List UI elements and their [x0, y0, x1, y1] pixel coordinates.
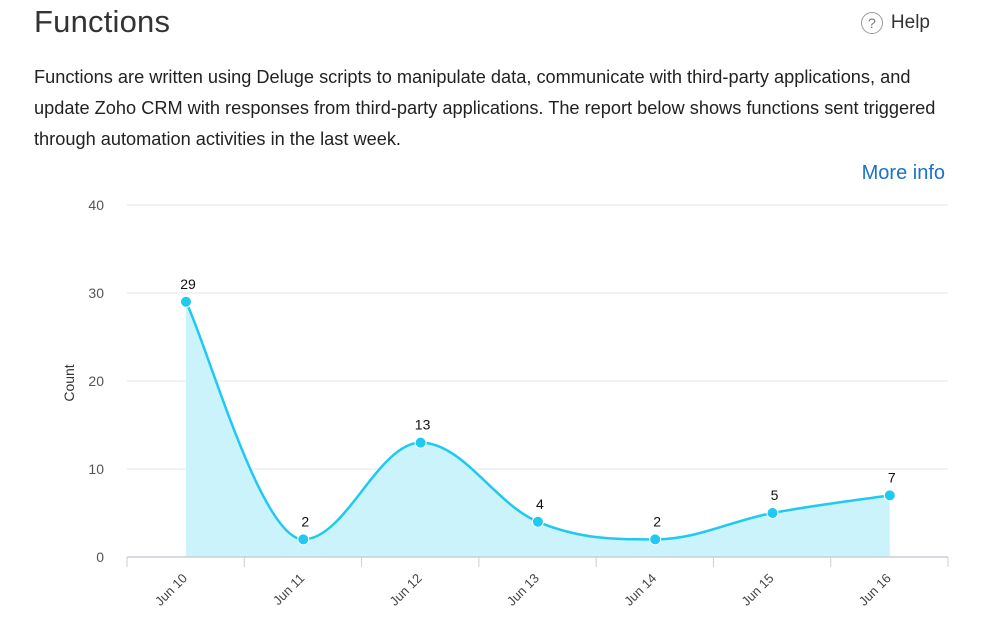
data-point	[649, 533, 662, 546]
data-label: 2	[301, 513, 309, 529]
help-label: Help	[890, 12, 930, 33]
data-label: 4	[536, 496, 544, 512]
x-tick-label: Jun 13	[504, 571, 542, 609]
question-circle-icon: ?	[860, 12, 883, 34]
y-tick-label: 0	[96, 549, 104, 565]
data-label: 13	[415, 417, 431, 433]
x-tick-label: Jun 16	[856, 571, 894, 609]
more-info-link[interactable]: More info	[861, 162, 945, 184]
x-tick-label: Jun 10	[152, 571, 190, 609]
data-point	[180, 295, 192, 308]
data-label: 29	[180, 276, 196, 292]
data-point	[766, 507, 779, 519]
data-point	[297, 533, 310, 546]
page-description: Functions are written using Deluge scrip…	[34, 67, 936, 149]
y-tick-label: 10	[88, 461, 104, 477]
x-tick-label: Jun 15	[738, 571, 776, 609]
series-area	[186, 301, 890, 557]
y-tick-label: 30	[88, 285, 104, 301]
y-axis-title: Count	[61, 364, 77, 401]
data-point	[414, 436, 427, 449]
data-label: 2	[653, 513, 661, 529]
y-tick-label: 40	[88, 197, 104, 213]
page-title: Functions	[34, 4, 171, 39]
x-tick-label: Jun 11	[270, 571, 308, 609]
y-tick-label: 20	[88, 373, 104, 389]
x-tick-label: Jun 14	[621, 571, 659, 609]
data-point	[883, 489, 896, 502]
data-point	[531, 515, 544, 528]
series-line	[184, 301, 890, 541]
data-label: 7	[888, 469, 896, 485]
data-label: 5	[771, 487, 779, 503]
x-tick-label: Jun 12	[387, 571, 425, 609]
help-button[interactable]: ? Help	[860, 12, 930, 34]
